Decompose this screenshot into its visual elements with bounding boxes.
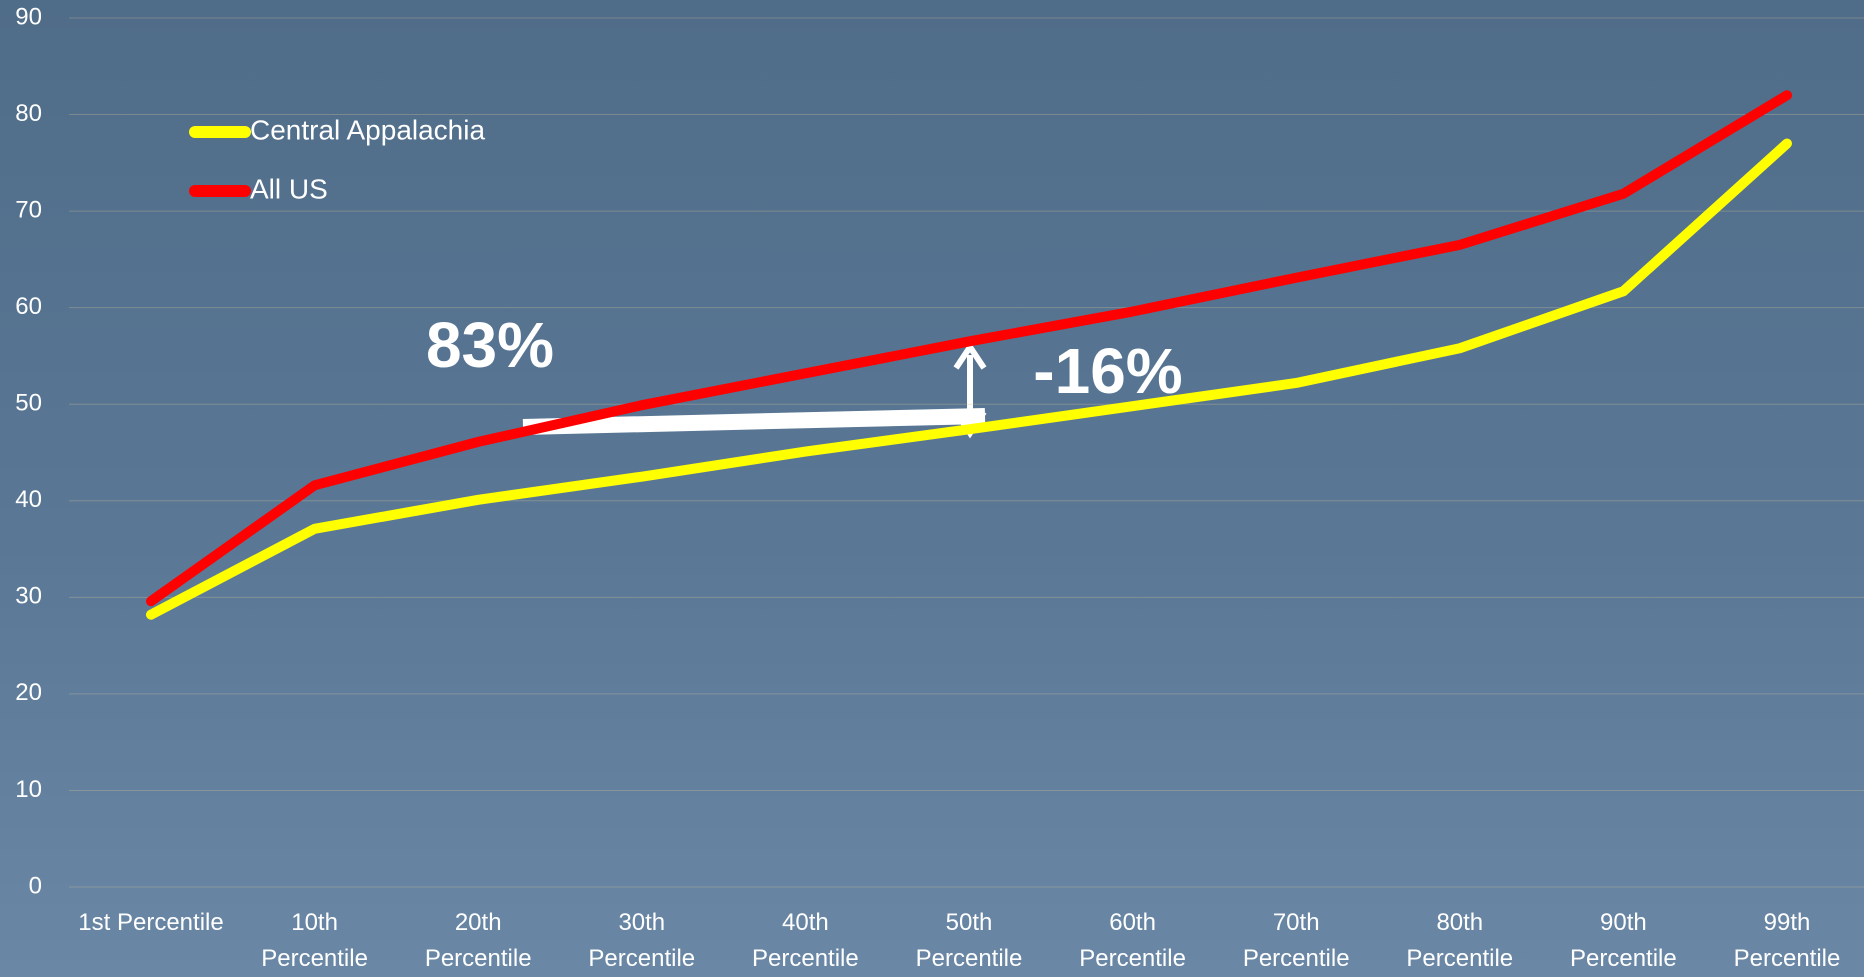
y-tick-label: 80 [15,100,42,127]
y-tick-label: 10 [15,776,42,803]
legend-label: All US [250,173,328,204]
annotation-bar [522,408,986,435]
x-tick-label: 99th Percentile [1733,909,1841,972]
x-tick-label: 1st Percentile [78,909,224,936]
x-tick-label: 50th Percentile [915,909,1023,972]
annotation: -16% [1033,335,1182,407]
y-tick-label: 40 [15,486,42,513]
y-tick-label: 0 [29,872,42,899]
line [146,138,1792,620]
line [146,90,1792,607]
y-tick-label: 30 [15,583,42,610]
x-tick-label: 30th Percentile [588,909,696,972]
x-tick-label: 70th Percentile [1242,909,1350,972]
annotation: 83% [426,309,554,381]
x-tick-label: 20th Percentile [424,909,532,972]
annotation-arrow-head [953,341,987,370]
y-tick-label: 20 [15,679,42,706]
x-tick-label: 80th Percentile [1406,909,1514,972]
x-tick-label: 10th Percentile [261,909,368,972]
x-tick-label: 60th Percentile [1079,909,1186,972]
y-tick-label: 70 [15,196,42,223]
y-tick-label: 90 [15,3,42,30]
y-tick-label: 50 [15,390,42,417]
y-tick-label: 60 [15,293,42,320]
x-tick-label: 40th Percentile [752,909,859,972]
legend-label: Central Appalachia [250,114,485,145]
x-tick-label: 90th Percentile [1570,909,1677,972]
